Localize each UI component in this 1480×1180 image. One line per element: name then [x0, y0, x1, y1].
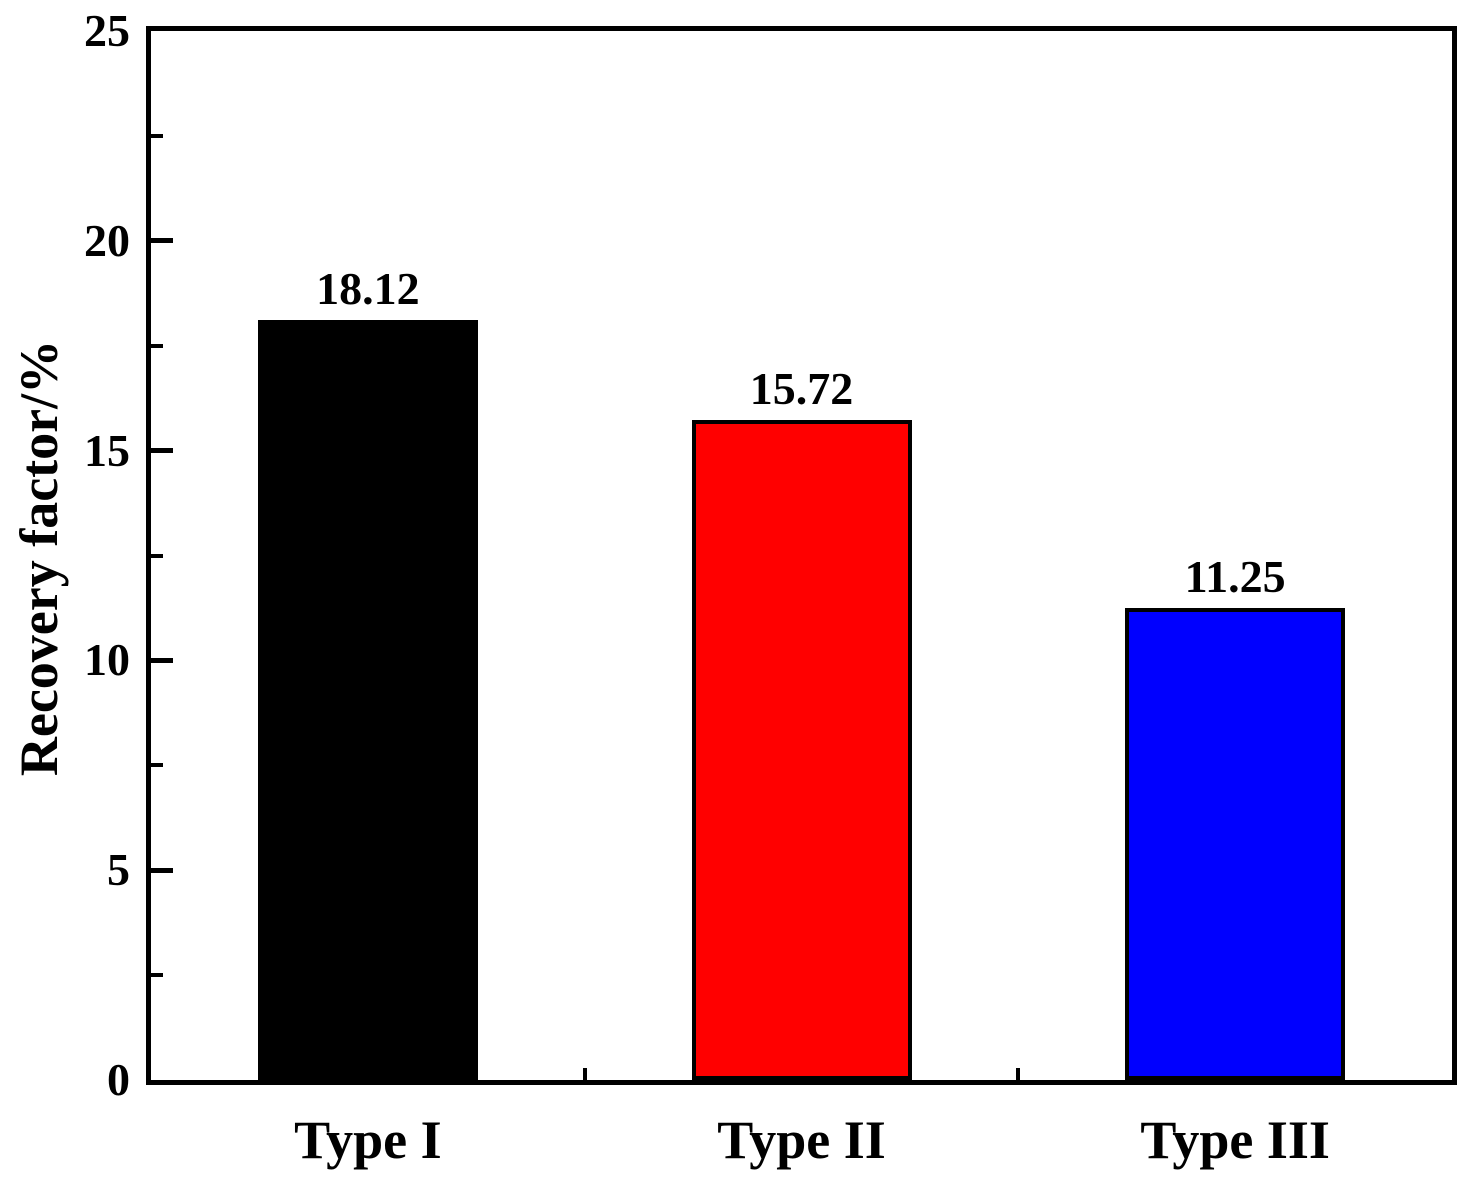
- y-axis-minor-tick: [151, 343, 163, 348]
- x-axis-tick: [1016, 1068, 1021, 1080]
- bar-type-i: [257, 319, 478, 1080]
- y-axis-minor-tick: [151, 973, 163, 978]
- y-tick-label: 15: [84, 424, 130, 476]
- y-axis-major-tick: [151, 238, 173, 244]
- y-tick-label: 20: [84, 214, 130, 266]
- y-tick-label: 10: [84, 634, 130, 686]
- plot-area: 18.12 15.72 11.25: [151, 31, 1452, 1080]
- x-category-label-3: Type III: [1140, 1110, 1330, 1170]
- x-category-label-2: Type II: [717, 1110, 886, 1170]
- bar-value-label: 15.72: [749, 363, 854, 415]
- y-axis-title: Recovery factor/%: [9, 339, 69, 777]
- bar-value-label: 11.25: [1184, 550, 1286, 602]
- y-axis-minor-tick: [151, 763, 163, 768]
- bar-type-ii: [691, 420, 912, 1080]
- x-category-label-1: Type I: [294, 1110, 442, 1170]
- bar-type-iii: [1125, 607, 1346, 1080]
- y-axis-minor-tick: [151, 553, 163, 558]
- y-axis-major-tick: [151, 867, 173, 873]
- y-tick-label: 5: [107, 844, 130, 896]
- y-axis-minor-tick: [151, 133, 163, 138]
- y-tick-label: 0: [107, 1054, 130, 1105]
- y-axis-major-tick: [151, 657, 173, 663]
- x-axis-tick: [582, 1068, 587, 1080]
- y-axis-major-tick: [151, 448, 173, 454]
- plot-frame: 18.12 15.72 11.25: [146, 26, 1457, 1085]
- y-tick-label: 25: [84, 5, 130, 56]
- bar-value-label: 18.12: [316, 262, 420, 314]
